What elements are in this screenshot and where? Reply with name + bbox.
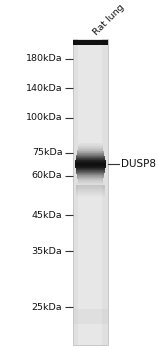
Bar [76, 186, 105, 187]
Bar [75, 167, 106, 168]
Text: DUSP8: DUSP8 [121, 159, 156, 169]
Bar [78, 182, 103, 183]
Text: 180kDa: 180kDa [26, 54, 62, 63]
Bar [76, 169, 105, 170]
Bar [77, 177, 104, 178]
Bar [76, 188, 105, 189]
Bar [75, 161, 106, 162]
Bar [76, 193, 105, 194]
Bar [76, 194, 105, 195]
Bar [77, 174, 104, 175]
Bar [76, 191, 105, 193]
Bar [77, 151, 104, 152]
Bar [76, 171, 105, 172]
Bar [79, 144, 102, 145]
Bar [76, 157, 105, 158]
Bar [76, 189, 105, 190]
Bar [77, 153, 104, 154]
Bar [73, 309, 108, 324]
Bar [76, 156, 105, 157]
Bar [77, 152, 104, 153]
Bar [78, 181, 103, 182]
Bar [73, 39, 108, 345]
Bar [78, 148, 103, 149]
Bar [79, 185, 102, 186]
Bar [75, 166, 106, 167]
Bar [76, 187, 105, 188]
Bar [78, 183, 103, 184]
Bar [76, 159, 105, 160]
Text: 140kDa: 140kDa [26, 84, 62, 93]
Bar [77, 178, 103, 179]
Text: 75kDa: 75kDa [32, 148, 62, 157]
Bar [78, 145, 103, 146]
Text: 60kDa: 60kDa [32, 171, 62, 180]
Bar [76, 173, 104, 174]
Bar [78, 147, 103, 148]
Bar [76, 168, 105, 169]
Bar [78, 146, 103, 147]
Bar [76, 172, 105, 173]
Bar [75, 163, 106, 164]
Bar [76, 195, 105, 196]
Bar [76, 170, 105, 171]
Bar [76, 190, 105, 191]
Bar [76, 196, 105, 197]
Text: Rat lung: Rat lung [92, 3, 126, 37]
Bar [75, 162, 106, 163]
Text: 35kDa: 35kDa [32, 247, 62, 256]
Bar [79, 39, 103, 345]
Text: 25kDa: 25kDa [32, 303, 62, 312]
Bar [76, 155, 105, 156]
Bar [78, 179, 103, 180]
Bar [78, 149, 103, 150]
Bar [77, 154, 104, 155]
Bar [77, 175, 104, 176]
Bar [76, 158, 105, 159]
Bar [79, 184, 102, 185]
Bar [76, 160, 105, 161]
Bar [75, 164, 106, 165]
Bar [77, 150, 104, 151]
Text: 100kDa: 100kDa [26, 113, 62, 122]
Bar [73, 40, 108, 45]
Text: 45kDa: 45kDa [32, 211, 62, 219]
Bar [77, 176, 104, 177]
Bar [75, 165, 106, 166]
Bar [78, 180, 103, 181]
